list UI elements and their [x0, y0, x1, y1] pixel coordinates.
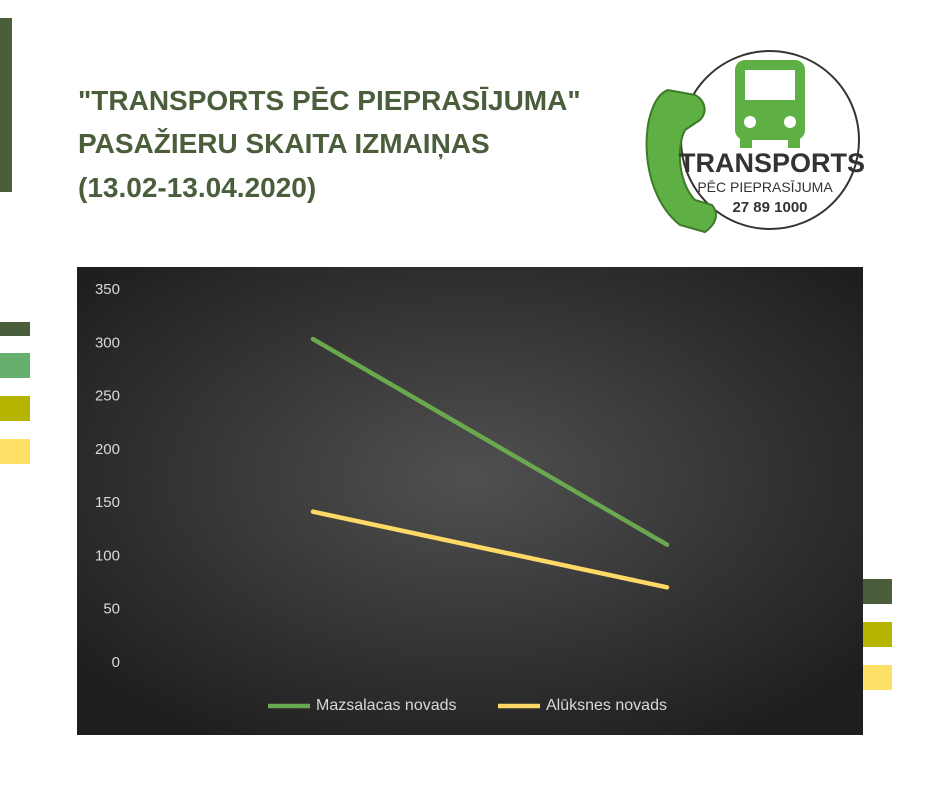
y-tick-label: 100	[95, 547, 120, 564]
y-tick-label: 0	[112, 654, 120, 671]
logo: TRANSPORTS PĒC PIEPRASĪJUMA 27 89 1000	[645, 50, 865, 234]
decor-bar	[0, 353, 30, 378]
decor-bar	[862, 622, 892, 647]
y-tick-label: 200	[95, 441, 120, 458]
y-tick-label: 50	[103, 601, 120, 618]
data-line	[310, 336, 670, 547]
decor-bar	[0, 439, 30, 464]
decor-bar	[0, 396, 30, 421]
decor-bar	[862, 665, 892, 690]
title-line: "TRANSPORTS PĒC PIEPRASĪJUMA"	[78, 85, 581, 116]
chart-area	[77, 267, 863, 735]
decor-bar	[0, 322, 30, 336]
y-tick-label: 150	[95, 494, 120, 511]
title-line: (13.02-13.04.2020)	[78, 172, 316, 203]
decor-bar	[862, 579, 892, 604]
logo-phone: 27 89 1000	[732, 199, 807, 216]
logo-subtitle: PĒC PIEPRASĪJUMA	[697, 179, 833, 195]
legend-label: Alūksnes novads	[546, 697, 667, 714]
y-tick-label: 250	[95, 388, 120, 405]
y-tick-label: 300	[95, 334, 120, 351]
title-line: PASAŽIERU SKAITA IZMAIŅAS	[78, 128, 490, 159]
legend-label: Mazsalacas novads	[316, 697, 457, 714]
y-tick-label: 350	[95, 281, 120, 298]
logo-name: TRANSPORTS	[679, 148, 865, 178]
data-line	[310, 509, 670, 590]
decor-bar	[0, 18, 12, 192]
